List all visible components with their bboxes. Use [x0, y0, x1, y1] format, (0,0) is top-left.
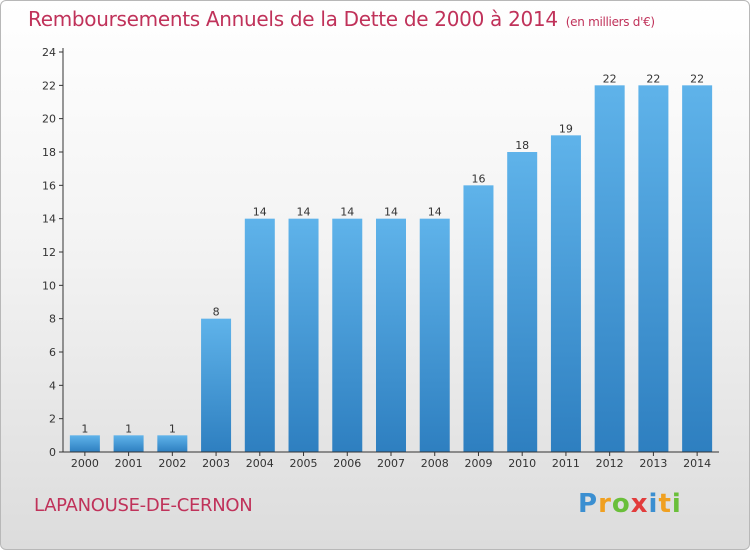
bar-value-label: 22 [690, 72, 704, 85]
y-tick-label: 6 [49, 346, 56, 359]
commune-name: LAPANOUSE-DE-CERNON [34, 495, 253, 516]
x-tick-label: 2014 [683, 457, 711, 470]
x-tick-label: 2001 [115, 457, 143, 470]
y-tick-label: 24 [42, 46, 56, 59]
chart-title: Remboursements Annuels de la Dette de 20… [28, 7, 655, 31]
bar-value-label: 14 [428, 206, 442, 219]
y-tick-label: 10 [42, 279, 56, 292]
bar [682, 85, 713, 452]
bar [69, 435, 100, 452]
bar [157, 435, 188, 452]
bar [419, 218, 450, 452]
chart-unit: (en milliers d'€) [565, 15, 655, 29]
y-tick-label: 20 [42, 113, 56, 126]
x-tick-label: 2009 [464, 457, 492, 470]
bar-value-label: 1 [169, 422, 176, 435]
bar [463, 185, 494, 453]
bar [288, 218, 319, 452]
logo-letter: r [598, 489, 612, 519]
bar-value-label: 1 [125, 422, 132, 435]
x-tick-label: 2002 [158, 457, 186, 470]
x-tick-label: 2010 [508, 457, 536, 470]
bar [550, 135, 581, 453]
bar-value-label: 16 [471, 172, 485, 185]
x-tick-label: 2013 [639, 457, 667, 470]
bar [332, 218, 363, 452]
bar-value-label: 14 [297, 206, 311, 219]
logo-letter: P [578, 489, 599, 519]
x-tick-label: 2004 [246, 457, 274, 470]
x-tick-label: 2011 [552, 457, 580, 470]
bar-value-label: 8 [213, 306, 220, 319]
bar-value-label: 18 [515, 139, 529, 152]
x-tick-label: 2000 [71, 457, 99, 470]
y-tick-label: 2 [49, 413, 56, 426]
y-tick-label: 16 [42, 179, 56, 192]
bar [594, 85, 625, 452]
bar [201, 318, 232, 452]
x-tick-label: 2008 [421, 457, 449, 470]
bar [638, 85, 669, 452]
x-axis: 2000 2001 2002 2003 2004 2005 2006 2007 2008 2009… [63, 451, 719, 470]
x-tick-label: 2006 [333, 457, 361, 470]
y-tick-label: 14 [42, 213, 56, 226]
logo-letter: i [648, 489, 659, 519]
bar-value-label: 14 [253, 206, 267, 219]
bar-value-label: 1 [81, 422, 88, 435]
bar-value-label: 22 [646, 72, 660, 85]
logo-letter: x [630, 489, 649, 519]
bar-value-label: 19 [559, 122, 573, 135]
bar [113, 435, 144, 452]
chart-title-text: Remboursements Annuels de la Dette de 20… [28, 7, 558, 31]
bar-value-label: 22 [603, 72, 617, 85]
y-tick-label: 0 [49, 446, 56, 459]
y-tick-label: 18 [42, 146, 56, 159]
y-tick-label: 8 [49, 313, 56, 326]
logo-letter: t [658, 489, 672, 519]
bar-value-label: 14 [340, 206, 354, 219]
y-tick-label: 12 [42, 246, 56, 259]
proxiti-logo[interactable]: Proxiti [578, 489, 682, 519]
y-tick-label: 4 [49, 379, 56, 392]
y-tick-label: 22 [42, 79, 56, 92]
x-tick-label: 2012 [596, 457, 624, 470]
logo-letter: i [671, 489, 682, 519]
x-tick-label: 2007 [377, 457, 405, 470]
bar [244, 218, 275, 452]
bar-value-label: 14 [384, 206, 398, 219]
logo-letter: o [611, 489, 631, 519]
bar [376, 218, 406, 452]
x-tick-label: 2003 [202, 457, 230, 470]
x-tick-label: 2005 [290, 457, 318, 470]
bar [507, 152, 538, 452]
